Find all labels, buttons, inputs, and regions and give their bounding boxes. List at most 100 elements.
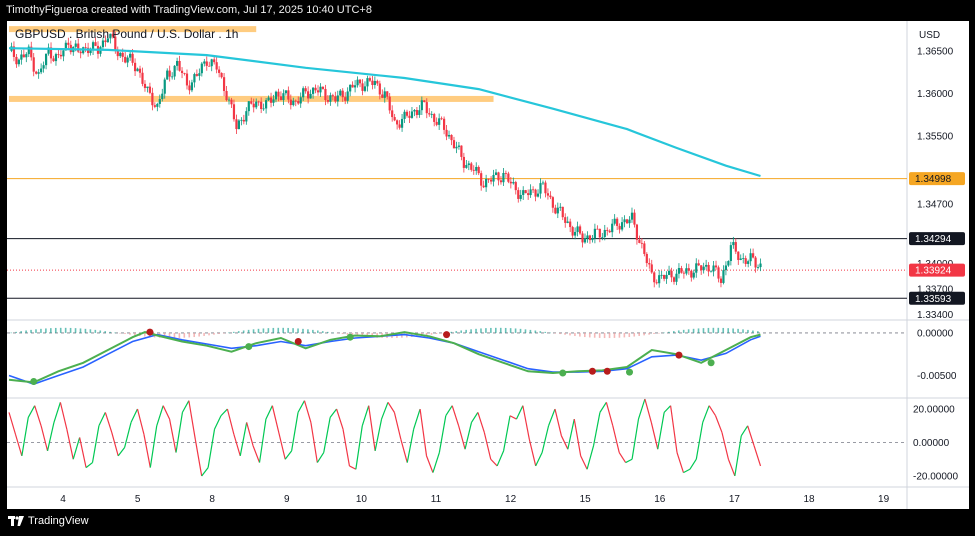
osc1-histogram-bar [514,328,517,333]
osc1-histogram-bar [628,332,631,338]
osc1-histogram-bar [341,332,344,335]
osc1-histogram-bar [252,329,255,333]
osc2-segment [34,405,42,426]
osc1-histogram-bar [588,332,591,338]
osc2-segment [136,408,145,435]
candle-body [349,84,352,92]
candle-body [208,65,211,67]
osc1-histogram-bar [326,331,329,333]
grid [7,21,969,509]
candle-body [341,90,344,98]
osc1-histogram-bar [302,328,304,333]
candle-body [428,113,431,115]
candle-body [94,42,97,46]
osc2-segment [59,402,68,430]
osc2-segment [528,439,537,467]
osc2-segment [650,422,659,450]
osc1-histogram-bar [218,332,220,335]
candle-body [677,268,681,274]
oscillator2-pane [7,398,907,477]
osc1-histogram-bar [485,328,487,333]
osc2-segment [252,445,261,463]
candle-body [447,134,451,137]
osc1-histogram-bar [64,327,67,333]
candle-body [620,222,624,230]
osc1-histogram-bar [272,327,275,333]
candle-body [89,50,92,54]
osc1-histogram-bar [237,331,240,333]
osc1-histogram-bar [569,332,571,336]
candle-body [156,103,159,107]
candle-body [712,265,715,272]
candle-body [227,99,231,101]
candle-body [356,79,359,86]
candle-body [603,229,606,237]
osc2-segment [663,405,672,413]
osc2-segment [46,422,55,451]
candle-body [307,91,310,99]
osc1-histogram-bar [119,332,121,334]
price-zone [9,26,257,33]
candle-body [190,82,194,91]
candle-body [195,74,198,76]
osc2-segment [201,467,209,477]
osc2-segment [226,408,235,435]
osc1-histogram-bar [747,329,749,333]
osc1-histogram-bar [737,328,739,333]
osc1-histogram-bar [559,332,561,335]
candle-body [49,47,53,59]
candle-body [386,91,389,97]
osc1-cross-dot [346,333,354,341]
osc1-y-tick-label: 0.00000 [917,328,954,339]
osc1-histogram-bar [45,328,47,333]
candle-body [435,121,438,125]
osc1-histogram-bar [475,328,477,333]
candle-body [640,242,643,244]
x-tick-label: 8 [209,494,215,505]
candle-body [480,173,483,186]
osc2-segment [265,405,273,420]
osc2-segment [14,433,23,457]
osc2-segment [612,425,620,453]
candle-body [116,49,119,57]
osc1-histogram-bar [336,332,339,334]
osc2-segment [670,405,678,453]
chart-canvas[interactable]: 1.365001.360001.355001.347001.340001.337… [7,21,969,509]
price-level-badge [909,172,965,186]
osc2-segment [490,458,498,467]
candle-body [230,99,233,105]
osc2-segment [387,402,395,413]
osc2-segment [522,405,530,440]
candle-body [465,165,468,168]
tradingview-logo-icon [8,516,24,526]
osc1-histogram-bar [307,329,309,333]
osc1-histogram-bar [15,331,18,333]
candle-body [413,110,416,112]
candle-body [240,119,243,121]
candle-body [74,43,77,47]
osc1-histogram-bar [213,332,215,335]
candle-body [129,53,132,58]
price-candles [10,30,762,288]
osc1-histogram-bar [50,328,52,333]
candle-body [670,270,673,278]
osc2-segment [554,408,562,436]
osc2-segment [85,462,93,469]
osc2-segment [753,445,762,467]
osc1-histogram-bar [613,332,616,338]
candle-body [351,84,354,88]
candle-body [321,86,325,89]
osc2-segment [143,434,151,468]
osc1-histogram-bar [658,332,660,334]
candle-body [282,93,285,101]
osc1-histogram-bar [40,328,42,333]
candle-body [77,43,80,52]
osc1-cross-dot [559,369,567,377]
osc1-histogram-bar [653,332,655,334]
candle-body [571,227,574,236]
osc2-segment [445,405,453,417]
candle-body [502,172,505,183]
candle-body [663,274,666,279]
candle-body [292,100,295,106]
